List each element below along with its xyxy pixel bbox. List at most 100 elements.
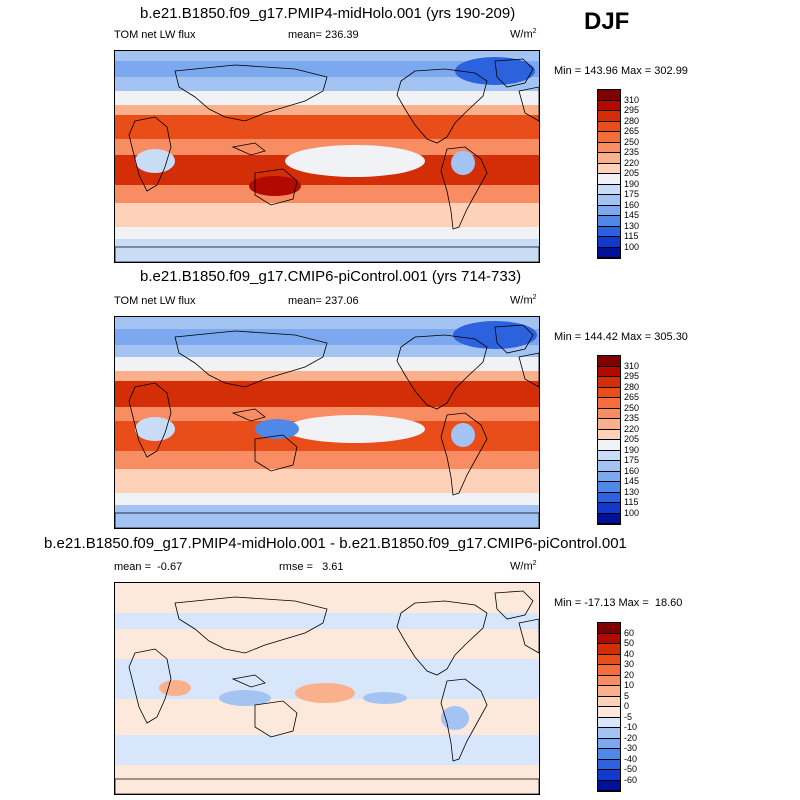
colorbar-tick-label: 310: [624, 94, 640, 105]
contour-region: [455, 57, 535, 85]
colorbar-swatch: [598, 398, 620, 409]
contour-band: [115, 381, 539, 407]
colorbar-swatch: [598, 356, 620, 367]
colorbar-tick-label: 20: [624, 669, 635, 680]
colorbar-swatch: [598, 717, 620, 728]
contour-band: [115, 329, 539, 345]
coastline: [396, 68, 488, 144]
colorbar-tick-label: 190: [624, 444, 640, 455]
panel-2-units: W/m2: [510, 294, 537, 307]
contour-band: [115, 357, 539, 371]
coastline: [518, 86, 539, 122]
colorbar-tick-label: -5: [624, 711, 633, 722]
contour-band: [115, 451, 539, 469]
colorbar-swatch: [598, 780, 620, 791]
contour-region: [249, 176, 301, 196]
colorbar-swatch: [598, 654, 620, 665]
panel-2-map-field: [115, 317, 539, 528]
colorbar-swatch: [598, 623, 620, 634]
contour-region: [135, 417, 175, 441]
colorbar-tick-label: 280: [624, 381, 640, 392]
coastline: [128, 116, 172, 192]
colorbar-tick-label: 235: [624, 413, 640, 423]
contour-band: [115, 185, 539, 203]
colorbar-swatch: [598, 100, 620, 111]
colorbar-swatch: [598, 121, 620, 132]
colorbar-swatch: [598, 696, 620, 707]
coastline: [396, 600, 488, 676]
colorbar-swatch: [598, 142, 620, 153]
coastline: [254, 700, 298, 738]
colorbar-tick-label: 220: [624, 157, 640, 168]
coastline: [494, 58, 534, 88]
colorbar-swatch: [598, 450, 620, 461]
panel-2-colorbar: 310 295 280 265 250 235 220 205 190 175 160 145 130 1…: [597, 355, 639, 525]
panel-3-mean-label: mean = -0.67: [114, 561, 183, 573]
colorbar-tick-label: 145: [624, 476, 640, 486]
panel-3-units: W/m2: [510, 560, 537, 573]
colorbar-tick-label: -50: [624, 764, 638, 774]
coastline: [440, 678, 488, 762]
panel-3-map: [114, 582, 540, 795]
colorbar-swatch: [598, 184, 620, 195]
colorbar-swatch: [598, 216, 620, 227]
coastline: [231, 674, 266, 688]
coastline: [128, 382, 172, 458]
colorbar-tick-label: 280: [624, 115, 640, 126]
coastline: [115, 778, 539, 794]
colorbar-swatch: [598, 366, 620, 377]
panel-1-variable-label: TOM net LW flux: [114, 29, 196, 41]
colorbar-swatch: [598, 633, 620, 644]
colorbar-tick-label: 100: [624, 507, 640, 518]
contour-band: [115, 105, 539, 115]
coastline: [115, 246, 539, 262]
contour-region: [285, 145, 425, 177]
colorbar-swatch: [598, 461, 620, 472]
contour-region: [285, 415, 425, 443]
colorbar-swatch: [598, 247, 620, 258]
contour-band: [115, 371, 539, 381]
colorbar-swatch: [598, 513, 620, 524]
coastline: [231, 408, 266, 422]
contour-region: [255, 419, 299, 439]
coastline: [396, 334, 488, 410]
colorbar-swatch: [598, 163, 620, 174]
colorbar-tick-label: 160: [624, 465, 640, 476]
colorbar-tick-label: -10: [624, 722, 638, 732]
colorbar-swatch: [598, 195, 620, 206]
contour-band: [115, 61, 539, 77]
colorbar-swatch: [598, 90, 620, 101]
colorbar-swatch: [598, 738, 620, 749]
colorbar-swatch: [598, 471, 620, 482]
colorbar-tick-label: 175: [624, 455, 640, 465]
contour-region: [295, 683, 355, 703]
panel-3-title: b.e21.B1850.f09_g17.PMIP4-midHolo.001 - …: [44, 535, 627, 552]
colorbar-tick-label: 175: [624, 189, 640, 199]
season-label: DJF: [584, 8, 630, 35]
colorbar-tick-label: 115: [624, 231, 639, 241]
panel-1-map-field: [115, 51, 539, 262]
colorbar-tick-label: 265: [624, 126, 640, 136]
panel-1-mean-label: mean= 236.39: [288, 29, 359, 41]
colorbar-tick-label: 160: [624, 199, 640, 210]
coastline: [115, 512, 539, 528]
coastline: [174, 64, 328, 122]
colorbar-swatch: [598, 707, 620, 718]
panel-1-minmax: Min = 143.96 Max = 302.99: [554, 65, 688, 77]
colorbar-swatch: [598, 237, 620, 248]
colorbar-tick-label: -60: [624, 774, 638, 785]
colorbar-swatch: [598, 770, 620, 781]
colorbar-tick-label: 30: [624, 659, 635, 669]
contour-band: [115, 91, 539, 105]
colorbar-tick-label: 130: [624, 486, 640, 497]
contour-band: [115, 699, 539, 735]
panel-1-colorbar: 310 295 280 265 250 235 220 205 190 175 160 145 130 1…: [597, 89, 639, 259]
colorbar-tick-label: 190: [624, 178, 640, 189]
colorbar-swatch: [598, 675, 620, 686]
colorbar-swatch: [598, 503, 620, 514]
coastline: [518, 352, 539, 388]
colorbar-swatch: [598, 226, 620, 237]
colorbar-tick-label: 265: [624, 392, 640, 402]
colorbar-swatch: [598, 665, 620, 676]
colorbar-tick-label: 145: [624, 210, 640, 220]
